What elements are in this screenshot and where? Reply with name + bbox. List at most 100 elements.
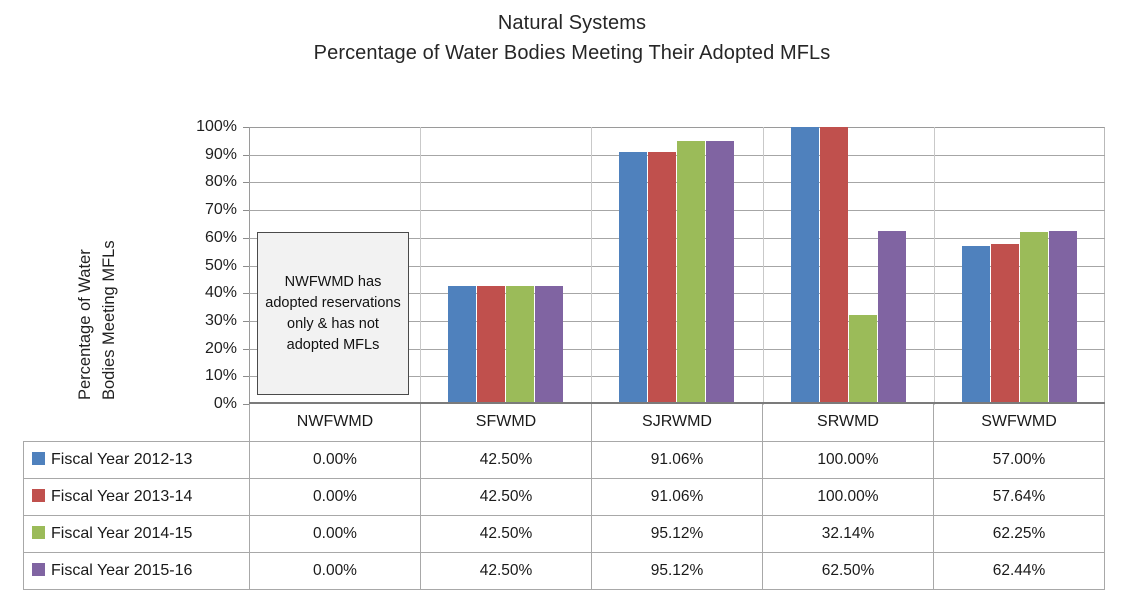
y-axis-tick-mark bbox=[243, 210, 249, 212]
annotation-text: NWFWMD has adopted reservations only & h… bbox=[265, 273, 401, 353]
legend-entry: Fiscal Year 2015-16 bbox=[23, 551, 250, 591]
bar bbox=[990, 244, 1019, 404]
x-axis-line bbox=[249, 402, 1105, 404]
y-axis-tick-mark bbox=[243, 154, 249, 156]
gridline bbox=[249, 182, 1105, 184]
bar bbox=[677, 140, 706, 404]
y-axis-tick-label: 60% bbox=[204, 228, 237, 246]
gridline bbox=[249, 210, 1105, 212]
y-axis-title-line2: Bodies Meeting MFLs bbox=[100, 240, 118, 400]
y-axis-tick-label: 50% bbox=[204, 256, 237, 274]
table-cell: 0.00% bbox=[249, 514, 421, 553]
legend-swatch-icon bbox=[32, 525, 45, 539]
column-header-nwfwmd: NWFWMD bbox=[249, 404, 421, 442]
table-cell: 91.06% bbox=[591, 477, 763, 516]
gridline bbox=[249, 265, 1105, 267]
table-row: Fiscal Year 2014-15 0.00% 42.50% 95.12% 32.1… bbox=[23, 514, 1105, 553]
y-axis-tick-mark bbox=[243, 127, 249, 128]
table-cell: 62.50% bbox=[762, 551, 934, 591]
table-cell: 62.25% bbox=[933, 514, 1105, 553]
bar-group-sjrwmd bbox=[591, 127, 762, 404]
y-axis-tick-mark bbox=[243, 404, 249, 405]
bar bbox=[790, 127, 819, 404]
legend-label: Fiscal Year 2013-14 bbox=[51, 487, 193, 505]
table-row: Fiscal Year 2012-13 0.00% 42.50% 91.06% 100.… bbox=[23, 440, 1105, 479]
table-cell: 100.00% bbox=[762, 477, 934, 516]
legend-swatch-icon bbox=[32, 451, 45, 465]
table-cell: 42.50% bbox=[420, 477, 592, 516]
data-table: NWFWMD SFWMD SJRWMD SRWMD SWFWMD Fiscal Year … bbox=[23, 404, 1105, 591]
gridline bbox=[249, 293, 1105, 295]
table-cell: 42.50% bbox=[420, 551, 592, 591]
gridline bbox=[249, 376, 1105, 378]
table-cell: 57.64% bbox=[933, 477, 1105, 516]
table-corner-cell bbox=[24, 404, 250, 441]
table-cell: 42.50% bbox=[420, 514, 592, 553]
y-axis-tick-label: 40% bbox=[204, 284, 237, 302]
y-axis-tick-label: 90% bbox=[204, 145, 237, 163]
bar bbox=[448, 286, 477, 404]
bar-group-srwmd bbox=[763, 127, 934, 404]
table-cell: 62.44% bbox=[933, 551, 1105, 591]
table-header-row: NWFWMD SFWMD SJRWMD SRWMD SWFWMD bbox=[24, 404, 1105, 442]
column-header-swfwmd: SWFWMD bbox=[933, 404, 1105, 442]
y-axis-tick-mark bbox=[243, 348, 249, 350]
bar bbox=[619, 151, 648, 404]
table-cell: 95.12% bbox=[591, 551, 763, 591]
y-axis-tick-mark bbox=[243, 320, 249, 322]
table-row: Fiscal Year 2013-14 0.00% 42.50% 91.06% 100.… bbox=[23, 477, 1105, 516]
bar bbox=[1048, 231, 1077, 404]
table-cell: 100.00% bbox=[762, 440, 934, 479]
category-separator bbox=[591, 127, 593, 405]
y-axis-tick-label: 20% bbox=[204, 339, 237, 357]
y-axis-tick-mark bbox=[243, 293, 249, 295]
table-cell: 32.14% bbox=[762, 514, 934, 553]
legend-entry: Fiscal Year 2013-14 bbox=[23, 477, 250, 516]
y-axis-title-line1: Percentage of Water bbox=[76, 249, 94, 400]
legend-label: Fiscal Year 2014-15 bbox=[51, 524, 193, 542]
annotation-box: NWFWMD has adopted reservations only & h… bbox=[257, 232, 409, 395]
bar bbox=[1019, 231, 1048, 404]
y-axis-tick-mark bbox=[243, 376, 249, 378]
category-separator bbox=[933, 127, 935, 405]
legend-label: Fiscal Year 2015-16 bbox=[51, 561, 193, 579]
y-axis-tick-label: 10% bbox=[204, 367, 237, 385]
bar bbox=[506, 286, 535, 404]
table-cell: 57.00% bbox=[933, 440, 1105, 479]
bar bbox=[706, 140, 735, 404]
column-header-sjrwmd: SJRWMD bbox=[591, 404, 763, 442]
legend-label: Fiscal Year 2012-13 bbox=[51, 450, 193, 468]
table-cell: 42.50% bbox=[420, 440, 592, 479]
legend-swatch-icon bbox=[32, 488, 45, 502]
bar-group-swfwmd bbox=[934, 127, 1105, 404]
gridline bbox=[249, 237, 1105, 239]
y-axis-tick-label: 80% bbox=[204, 173, 237, 191]
table-cell: 0.00% bbox=[249, 477, 421, 516]
bar bbox=[648, 151, 677, 404]
bar bbox=[535, 286, 564, 404]
table-row: Fiscal Year 2015-16 0.00% 42.50% 95.12% 62.5… bbox=[23, 551, 1105, 591]
table-cell: 0.00% bbox=[249, 440, 421, 479]
y-axis-tick-label: 0% bbox=[213, 395, 237, 412]
chart-title-block: Natural Systems Percentage of Water Bodi… bbox=[0, 8, 1144, 68]
y-axis-tick-mark bbox=[243, 265, 249, 267]
legend-entry: Fiscal Year 2014-15 bbox=[23, 514, 250, 553]
table-cell: 0.00% bbox=[249, 551, 421, 591]
category-separator bbox=[762, 127, 764, 405]
chart-title-line1: Natural Systems bbox=[497, 12, 647, 34]
bar bbox=[961, 246, 990, 404]
gridline bbox=[249, 348, 1105, 350]
legend-entry: Fiscal Year 2012-13 bbox=[23, 440, 250, 479]
bar bbox=[848, 314, 877, 404]
y-axis-tick-label: 70% bbox=[204, 201, 237, 219]
table-cell: 95.12% bbox=[591, 514, 763, 553]
chart-title-line2: Percentage of Water Bodies Meeting Their… bbox=[313, 42, 831, 64]
bar bbox=[819, 127, 848, 404]
y-axis-tick-label: 30% bbox=[204, 311, 237, 329]
category-separator bbox=[420, 127, 422, 405]
y-axis-tick-labels: 100% 90% 80% 70% 60% 50% 40% 30% 20% 10% 0% bbox=[177, 118, 243, 414]
table-cell: 91.06% bbox=[591, 440, 763, 479]
y-axis-tick-mark bbox=[243, 182, 249, 184]
bar bbox=[877, 230, 906, 404]
